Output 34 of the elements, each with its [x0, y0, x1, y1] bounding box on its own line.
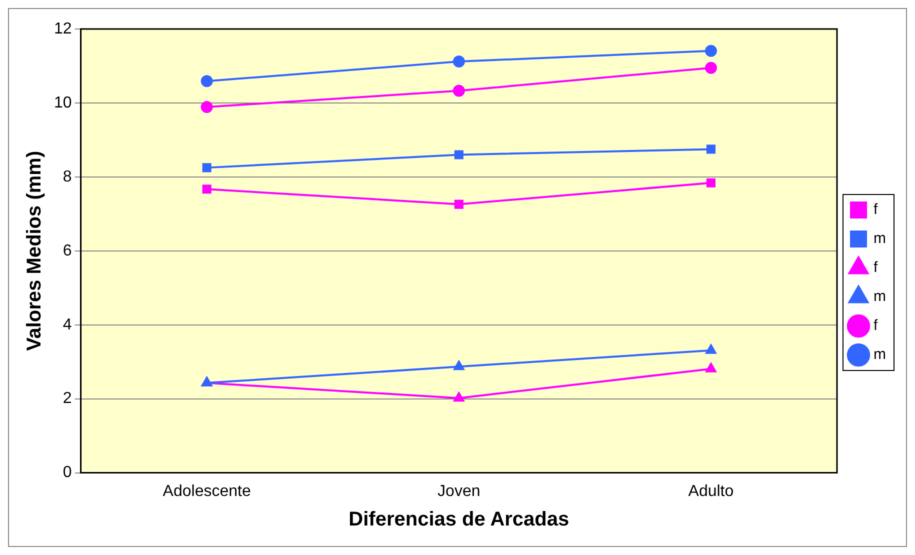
point	[454, 200, 464, 209]
y-tick-label: 4	[62, 316, 72, 334]
y-tick-label: 12	[54, 20, 72, 38]
point	[704, 44, 717, 57]
point	[454, 392, 464, 402]
point	[706, 362, 716, 372]
x-tick-label: Adolescente	[162, 482, 251, 500]
point	[200, 75, 213, 88]
legend-label: f	[874, 259, 879, 276]
point	[200, 101, 213, 114]
point	[452, 84, 465, 97]
y-tick-label: 8	[62, 168, 72, 186]
point	[202, 184, 212, 194]
y-tick-label: 2	[62, 390, 72, 408]
legend-label: m	[874, 230, 886, 248]
point	[706, 344, 716, 354]
point	[706, 178, 716, 188]
x-axis-title: Diferencias de Arcadas	[348, 508, 570, 531]
legend-label: f	[874, 317, 879, 334]
point	[452, 56, 465, 68]
legend-label: m	[874, 346, 886, 364]
point	[454, 360, 464, 370]
y-axis-title: Valores Medios (mm)	[24, 150, 46, 351]
point	[706, 144, 716, 154]
legend-label: f	[874, 201, 879, 218]
point	[454, 150, 464, 160]
y-tick-label: 0	[62, 464, 72, 482]
point	[202, 163, 212, 172]
y-tick-label: 10	[54, 94, 72, 112]
point	[704, 62, 717, 74]
x-tick-label: Adulto	[688, 482, 734, 500]
legend-label: m	[874, 288, 886, 306]
x-tick-label: Joven	[438, 482, 480, 500]
y-tick-label: 6	[62, 242, 72, 260]
